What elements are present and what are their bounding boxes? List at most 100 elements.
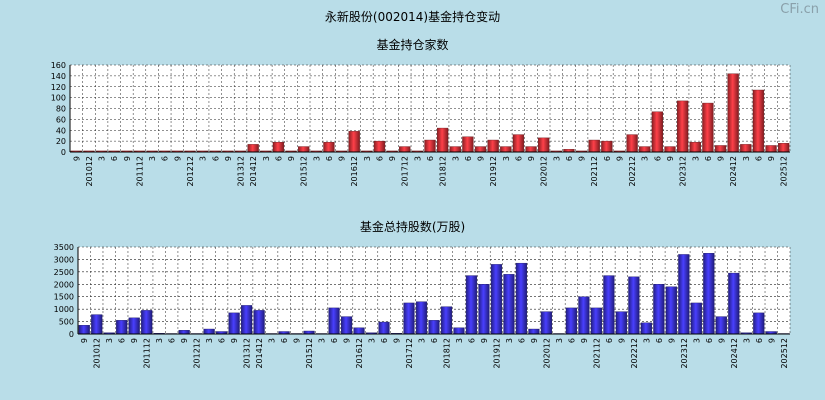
- x-tick-label: 3: [691, 156, 700, 161]
- x-tick-label: 201112: [143, 338, 152, 369]
- x-tick-label: 3: [363, 156, 372, 161]
- bar: [503, 274, 515, 335]
- x-tick-label: 9: [580, 338, 589, 343]
- bar: [453, 327, 465, 335]
- x-tick-label: 202012: [540, 156, 549, 187]
- x-tick-label: 202312: [679, 156, 688, 187]
- bar: [665, 286, 677, 335]
- x-tick-label: 6: [110, 156, 119, 161]
- x-tick-label: 3: [642, 338, 651, 343]
- x-tick-label: 3: [318, 338, 327, 343]
- bar: [590, 307, 602, 335]
- bar: [578, 296, 590, 335]
- x-tick-label: 6: [325, 156, 334, 161]
- x-tick-label: 201312: [237, 156, 246, 187]
- x-tick-label: 9: [343, 338, 352, 343]
- x-tick-label: 201612: [350, 156, 359, 187]
- x-tick-label: 6: [517, 338, 526, 343]
- x-tick-label: 6: [514, 156, 523, 161]
- x-tick-label: 202112: [592, 338, 601, 369]
- bar: [715, 316, 727, 335]
- x-tick-label: 6: [464, 156, 473, 161]
- x-tick-label: 6: [755, 338, 764, 343]
- x-tick-label: 9: [767, 156, 776, 161]
- y-tick-label: 500: [59, 318, 74, 327]
- chart-title-shares: 基金总持股数(万股): [359, 220, 466, 234]
- x-tick-label: 201812: [442, 338, 451, 369]
- x-tick-label: 3: [451, 156, 460, 161]
- x-tick-label: 6: [161, 156, 170, 161]
- y-tick-label: 160: [51, 61, 66, 70]
- x-tick-label: 9: [666, 156, 675, 161]
- x-tick-label: 3: [502, 156, 511, 161]
- x-tick-label: 3: [505, 338, 514, 343]
- x-tick-label: 3: [413, 156, 422, 161]
- x-tick-label: 9: [617, 338, 626, 343]
- x-tick-label: 9: [767, 338, 776, 343]
- x-tick-label: 9: [527, 156, 536, 161]
- x-tick-label: 9: [480, 338, 489, 343]
- x-tick-label: 201112: [135, 156, 144, 187]
- bar: [116, 320, 128, 335]
- bar: [528, 328, 540, 335]
- x-tick-label: 6: [330, 338, 339, 343]
- x-tick-label: 6: [274, 156, 283, 161]
- x-tick-label: 202212: [630, 338, 639, 369]
- x-tick-label: 201012: [93, 338, 102, 369]
- bar: [203, 328, 215, 335]
- x-tick-label: 9: [173, 156, 182, 161]
- bar: [540, 311, 552, 335]
- y-tick-label: 3500: [54, 243, 74, 252]
- bar: [241, 305, 253, 335]
- chart-title-holders: 基金持仓家数: [376, 38, 449, 52]
- y-tick-label: 120: [51, 83, 66, 92]
- bar: [141, 310, 153, 335]
- x-tick-label: 201512: [300, 156, 309, 187]
- bar: [640, 322, 652, 335]
- x-tick-label: 3: [555, 338, 564, 343]
- x-tick-label: 3: [205, 338, 214, 343]
- y-tick-label: 80: [56, 105, 66, 114]
- x-tick-label: 9: [80, 338, 89, 343]
- x-tick-label: 202112: [590, 156, 599, 187]
- x-tick-label: 6: [754, 156, 763, 161]
- bar: [328, 307, 340, 335]
- x-tick-label: 9: [130, 338, 139, 343]
- x-tick-label: 9: [393, 338, 402, 343]
- bar: [515, 262, 528, 335]
- x-tick-label: 3: [199, 156, 208, 161]
- x-tick-label: 202212: [628, 156, 637, 187]
- x-tick-label: 9: [578, 156, 587, 161]
- x-tick-label: 201512: [305, 338, 314, 369]
- bar: [565, 307, 577, 335]
- y-tick-label: 2500: [54, 268, 74, 277]
- y-tick-label: 40: [56, 126, 66, 135]
- x-tick-label: 9: [224, 156, 233, 161]
- bar: [91, 314, 103, 335]
- x-tick-label: 9: [615, 156, 624, 161]
- bar: [603, 275, 615, 335]
- bar: [253, 310, 265, 335]
- bar: [728, 272, 740, 335]
- x-tick-label: 3: [692, 338, 701, 343]
- x-tick-label: 6: [605, 338, 614, 343]
- x-tick-label: 201712: [401, 156, 410, 187]
- x-tick-label: 201912: [489, 156, 498, 187]
- x-tick-label: 9: [477, 156, 486, 161]
- x-tick-label: 6: [653, 156, 662, 161]
- bar: [403, 302, 415, 335]
- x-tick-label: 6: [567, 338, 576, 343]
- bar: [378, 321, 390, 335]
- x-tick-label: 3: [368, 338, 377, 343]
- y-tick-label: 0: [61, 148, 66, 157]
- bar: [128, 317, 140, 335]
- bar: [478, 284, 490, 335]
- bar: [615, 311, 627, 335]
- x-tick-label: 201312: [243, 338, 252, 369]
- bar: [428, 320, 440, 335]
- x-tick-label: 9: [230, 338, 239, 343]
- x-tick-label: 6: [211, 156, 220, 161]
- x-tick-label: 6: [218, 338, 227, 343]
